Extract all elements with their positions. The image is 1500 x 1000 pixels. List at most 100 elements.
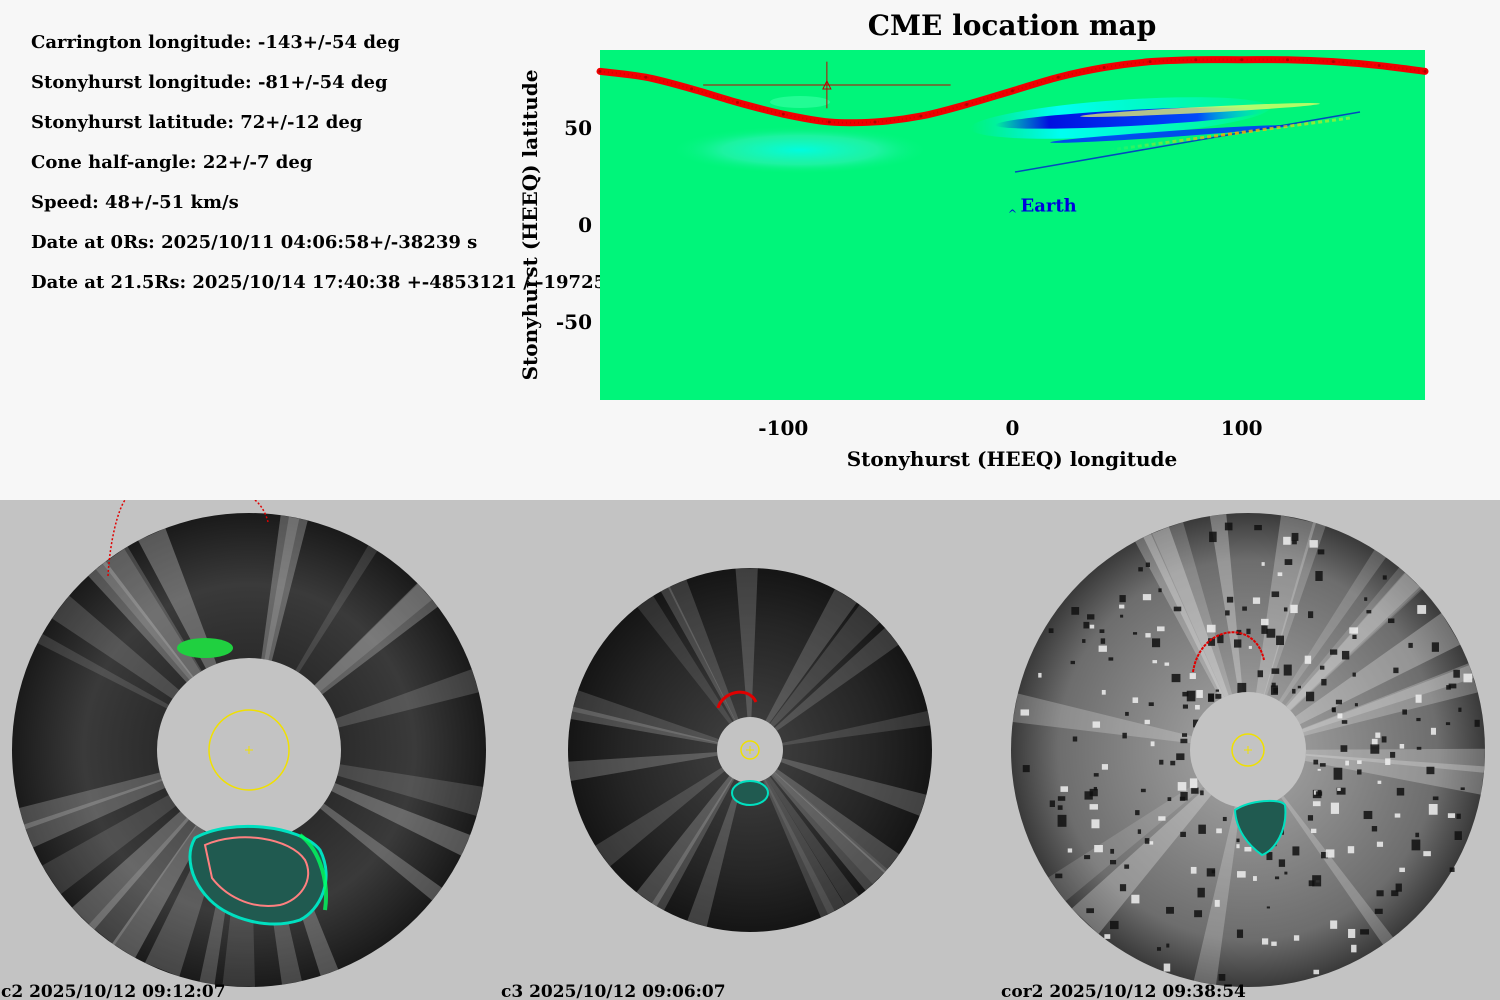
cone-half-angle: Cone half-angle: 22+/-7 deg [31, 152, 313, 173]
noise-speck [1057, 796, 1066, 801]
streamer-ray [1281, 795, 1394, 945]
streamer-ray [295, 545, 378, 673]
streamer-ray [1256, 515, 1317, 695]
streamer-ray [780, 758, 927, 816]
noise-speck [1411, 839, 1421, 851]
carrington-longitude: Carrington longitude: -143+/-54 deg [31, 32, 400, 53]
noise-speck [1333, 767, 1343, 780]
chart-title: CME location map [868, 9, 1157, 42]
noise-speck [1158, 588, 1162, 593]
noise-speck [1149, 841, 1154, 845]
noise-speck [1252, 597, 1261, 604]
y-tick-label: -50 [556, 310, 592, 334]
noise-speck [1182, 704, 1188, 709]
cme-track-point [781, 112, 785, 116]
streamer-ray [1143, 526, 1229, 698]
streamer-ray [72, 811, 189, 930]
streamer-ray [88, 817, 197, 946]
noise-speck [1224, 522, 1233, 531]
noise-speck [1248, 645, 1252, 649]
noise-speck [1291, 532, 1299, 541]
noise-speck [1092, 721, 1101, 728]
cme-center-marker [703, 61, 951, 109]
noise-speck [1145, 562, 1150, 567]
noise-speck [1208, 638, 1216, 646]
noise-speck [1194, 910, 1203, 918]
noise-speck [1297, 685, 1301, 689]
noise-speck [1072, 736, 1078, 742]
noise-speck [1156, 947, 1162, 951]
noise-speck [1173, 606, 1182, 612]
date-at-21-5rs: Date at 21.5Rs: 2025/10/14 17:40:38 +-48… [31, 272, 629, 293]
streamer-ray [767, 776, 859, 905]
map-plot-area [600, 50, 1425, 400]
noise-speck [1060, 786, 1069, 792]
noise-speck [1209, 531, 1217, 543]
noise-speck [1377, 780, 1382, 784]
noise-speck [1222, 816, 1227, 822]
streamer-ray [95, 548, 201, 680]
noise-speck [1292, 846, 1300, 856]
c2-cme-feature-edge [298, 833, 328, 911]
noise-speck [1278, 859, 1286, 867]
noise-speck [1337, 787, 1341, 791]
noise-speck [1308, 611, 1314, 619]
noise-speck [1119, 884, 1127, 892]
streamer-ray [314, 583, 438, 695]
noise-speck [1132, 632, 1138, 635]
noise-speck [1315, 791, 1323, 796]
noise-speck [1071, 607, 1080, 615]
noise-speck [1396, 787, 1405, 796]
noise-speck [1307, 815, 1314, 821]
noise-speck [1349, 627, 1359, 634]
noise-speck [1067, 848, 1073, 853]
noise-speck [1357, 769, 1362, 775]
cor2-sun-circle [1231, 733, 1265, 767]
cme-parameters: Carrington longitude: -143+/-54 deg Ston… [31, 30, 629, 310]
streamer-ray [595, 767, 725, 867]
noise-speck [1101, 764, 1108, 770]
streamer-ray [572, 690, 719, 743]
cme-track-point [1240, 58, 1244, 62]
earth-marker: ^ [1008, 207, 1017, 220]
cme-track-point [1423, 69, 1427, 73]
noise-speck [1313, 790, 1318, 795]
c3-cme-arc [716, 690, 758, 709]
noise-speck [1182, 733, 1188, 737]
noise-speck [1138, 567, 1143, 572]
x-axis-label: Stonyhurst (HEEQ) longitude [847, 447, 1178, 471]
noise-speck [1244, 846, 1252, 852]
noise-speck [1170, 760, 1176, 766]
noise-speck [1351, 944, 1357, 953]
noise-speck [1376, 890, 1384, 897]
cme-track-point [919, 114, 923, 118]
noise-speck [1110, 920, 1119, 930]
noise-speck [1341, 650, 1350, 660]
cme-track-point [827, 120, 831, 124]
c2-image [12, 500, 486, 987]
noise-speck [1329, 649, 1338, 655]
noise-speck [1345, 760, 1349, 766]
streamer-ray [687, 780, 743, 927]
noise-speck [1309, 540, 1318, 548]
streamer-ray [51, 595, 180, 699]
noise-speck [1091, 819, 1100, 829]
noise-speck [1093, 773, 1099, 777]
noise-speck [1150, 741, 1155, 747]
noise-speck [1348, 928, 1356, 938]
cme-track-point [873, 120, 877, 124]
streamer-ray [24, 778, 166, 848]
noise-speck [1271, 668, 1280, 674]
noise-speck [1385, 758, 1391, 765]
earth-label: Earth [1021, 195, 1077, 216]
noise-speck [1313, 759, 1319, 765]
streamer-ray [1048, 781, 1204, 902]
noise-speck [1376, 841, 1384, 847]
noise-speck [1084, 791, 1093, 800]
noise-speck [1312, 801, 1321, 807]
noise-speck [1236, 929, 1244, 938]
noise-speck [1083, 621, 1090, 629]
noise-speck [1048, 628, 1054, 634]
noise-speck [1284, 559, 1293, 565]
noise-speck [1120, 614, 1124, 618]
